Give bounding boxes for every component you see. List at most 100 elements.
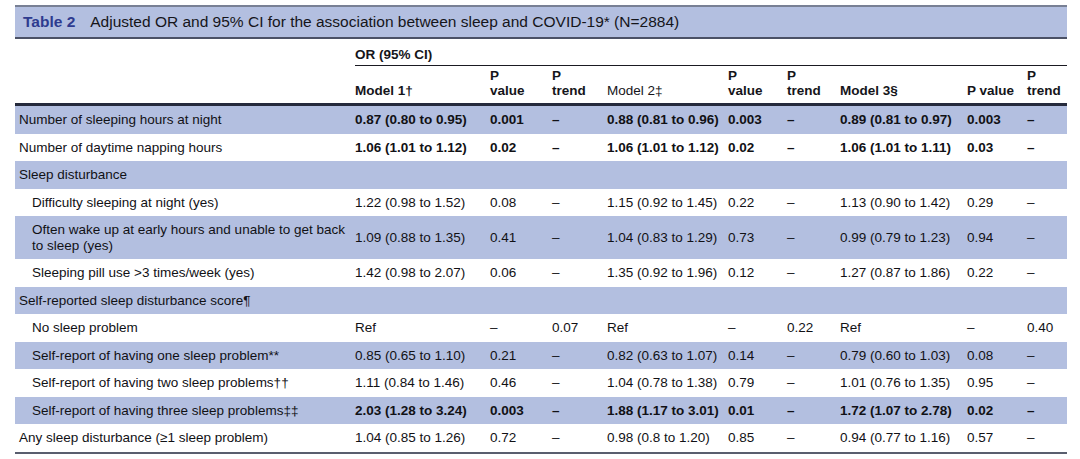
value-cell: – — [552, 105, 607, 134]
value-cell: – — [552, 259, 607, 287]
value-cell: 0.85 (0.65 to 1.10) — [355, 342, 490, 370]
column-header: P value — [490, 66, 552, 105]
value-cell: 0.003 — [728, 105, 787, 134]
row-label: Any sleep disturbance (≥1 sleep problem) — [15, 424, 355, 453]
value-cell: 0.79 (0.60 to 1.03) — [840, 342, 967, 370]
value-cell: 0.46 — [490, 369, 552, 397]
value-cell: – — [1027, 259, 1067, 287]
value-cell: 1.09 (0.88 to 1.35) — [355, 216, 490, 259]
row-label: No sleep problem — [15, 314, 355, 342]
value-cell: 0.08 — [490, 189, 552, 217]
value-cell: 1.42 (0.98 to 2.07) — [355, 259, 490, 287]
column-header: P value — [967, 66, 1027, 105]
value-cell: 0.14 — [728, 342, 787, 370]
table-row: No sleep problemRef–0.07Ref–0.22Ref–0.40 — [15, 314, 1067, 342]
value-cell: 0.07 — [552, 314, 607, 342]
value-cell: 0.79 — [728, 369, 787, 397]
value-cell: – — [552, 134, 607, 162]
value-cell: – — [490, 314, 552, 342]
value-cell: 0.06 — [490, 259, 552, 287]
value-cell: 0.003 — [490, 397, 552, 425]
value-cell: – — [787, 342, 840, 370]
row-label: Number of daytime napping hours — [15, 134, 355, 162]
value-cell: – — [552, 189, 607, 217]
value-cell: 1.04 (0.83 to 1.29) — [607, 216, 728, 259]
table-row: Sleeping pill use >3 times/week (yes)1.4… — [15, 259, 1067, 287]
value-cell: 0.003 — [967, 105, 1027, 134]
value-cell: – — [728, 314, 787, 342]
value-cell: – — [552, 424, 607, 453]
column-header: P value — [728, 66, 787, 105]
value-cell: 1.11 (0.84 to 1.46) — [355, 369, 490, 397]
value-cell: 0.95 — [967, 369, 1027, 397]
value-cell: – — [552, 342, 607, 370]
value-cell: 0.02 — [728, 134, 787, 162]
table-caption: Table 2Adjusted OR and 95% CI for the as… — [15, 5, 1067, 39]
column-header: Model 1† — [355, 66, 490, 105]
value-cell: 1.35 (0.92 to 1.96) — [607, 259, 728, 287]
value-cell: – — [787, 259, 840, 287]
column-header: Model 2‡ — [607, 66, 728, 105]
value-cell: – — [787, 369, 840, 397]
value-cell: – — [967, 314, 1027, 342]
value-cell: 0.001 — [490, 105, 552, 134]
value-cell: 1.06 (1.01 to 1.12) — [355, 134, 490, 162]
value-cell: 0.22 — [967, 259, 1027, 287]
or-ci-group-header: OR (95% CI) — [355, 39, 1067, 66]
column-header: P trend — [1027, 66, 1067, 105]
row-label: Self-report of having two sleep problems… — [15, 369, 355, 397]
spanner-row: OR (95% CI) — [15, 39, 1067, 66]
value-cell: Ref — [840, 314, 967, 342]
value-cell: 0.98 (0.8 to 1.20) — [607, 424, 728, 453]
table-row: Difficulty sleeping at night (yes)1.22 (… — [15, 189, 1067, 217]
row-label-column-header — [15, 66, 355, 105]
spanner-spacer — [15, 39, 355, 66]
value-cell: 0.82 (0.63 to 1.07) — [607, 342, 728, 370]
value-cell: – — [552, 369, 607, 397]
column-header: Model 3§ — [840, 66, 967, 105]
value-cell: 1.88 (1.17 to 3.01) — [607, 397, 728, 425]
row-label: Sleeping pill use >3 times/week (yes) — [15, 259, 355, 287]
row-label: Difficulty sleeping at night (yes) — [15, 189, 355, 217]
value-cell: – — [787, 216, 840, 259]
value-cell: – — [1027, 134, 1067, 162]
section-row: Self-reported sleep disturbance score¶ — [15, 287, 1067, 315]
value-cell: – — [787, 134, 840, 162]
table-row: Number of daytime napping hours1.06 (1.0… — [15, 134, 1067, 162]
value-cell: – — [787, 189, 840, 217]
value-cell: 2.03 (1.28 to 3.24) — [355, 397, 490, 425]
table-row: Number of sleeping hours at night0.87 (0… — [15, 105, 1067, 134]
value-cell: Ref — [607, 314, 728, 342]
value-cell: – — [1027, 397, 1067, 425]
value-cell: 0.40 — [1027, 314, 1067, 342]
value-cell: 0.73 — [728, 216, 787, 259]
value-cell: 0.03 — [967, 134, 1027, 162]
section-label: Self-reported sleep disturbance score¶ — [15, 287, 1067, 315]
table-row: Self-report of having three sleep proble… — [15, 397, 1067, 425]
value-cell: – — [1027, 342, 1067, 370]
value-cell: 0.12 — [728, 259, 787, 287]
value-cell: 0.22 — [787, 314, 840, 342]
results-table: OR (95% CI) Model 1†P valueP trendModel … — [15, 39, 1067, 454]
row-label: Self-report of having one sleep problem*… — [15, 342, 355, 370]
value-cell: – — [552, 216, 607, 259]
row-label: Often wake up at early hours and unable … — [15, 216, 355, 259]
table-2-container: Table 2Adjusted OR and 95% CI for the as… — [15, 5, 1067, 454]
value-cell: – — [787, 397, 840, 425]
value-cell: 1.06 (1.01 to 1.12) — [607, 134, 728, 162]
value-cell: 1.72 (1.07 to 2.78) — [840, 397, 967, 425]
value-cell: 1.27 (0.87 to 1.86) — [840, 259, 967, 287]
page: Table 2Adjusted OR and 95% CI for the as… — [0, 0, 1080, 459]
value-cell: – — [1027, 369, 1067, 397]
row-label: Number of sleeping hours at night — [15, 105, 355, 134]
value-cell: 0.87 (0.80 to 0.95) — [355, 105, 490, 134]
value-cell: – — [552, 397, 607, 425]
value-cell: – — [1027, 105, 1067, 134]
value-cell: 0.89 (0.81 to 0.97) — [840, 105, 967, 134]
column-header: P trend — [552, 66, 607, 105]
value-cell: 0.41 — [490, 216, 552, 259]
table-number-label: Table 2 — [23, 13, 75, 30]
value-cell: 0.88 (0.81 to 0.96) — [607, 105, 728, 134]
value-cell: 0.02 — [967, 397, 1027, 425]
value-cell: Ref — [355, 314, 490, 342]
